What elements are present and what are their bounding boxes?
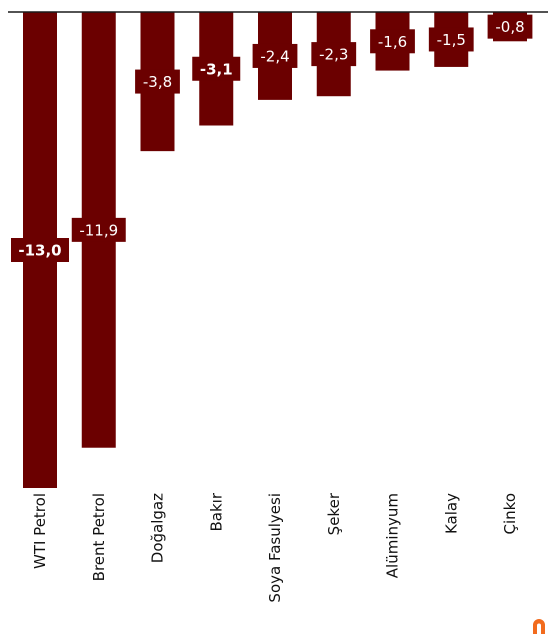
data-label-text-1: -11,9 [79,221,118,239]
data-label-text-5: -2,3 [319,46,348,64]
category-labels-group: WTI Petrol Brent Petrol Doğalgaz Bakır Soya … [31,492,519,602]
category-label-6: Alüminyum [384,493,402,578]
data-label-6: -1,6 [370,29,415,54]
data-label-bg-2 [135,69,180,94]
data-label-bg-7 [428,27,474,52]
data-label-bg-1 [71,217,126,242]
category-label-5: Şeker [325,492,343,535]
data-label-1: -11,9 [71,217,126,242]
data-label-0: -13,0 [11,238,69,262]
data-label-text-4: -2,4 [260,47,289,65]
data-label-bg-6 [370,29,415,54]
data-label-bg-5 [311,42,357,67]
data-label-text-3: -3,1 [200,60,233,78]
data-label-text-0: -13,0 [18,242,61,260]
data-label-bg-4 [252,43,298,68]
data-label-7: -1,5 [428,27,474,52]
category-label-2: Doğalgaz [149,493,167,563]
data-label-3: -3,1 [192,56,241,81]
data-label-text-2: -3,8 [143,73,172,91]
data-label-2: -3,8 [135,69,180,94]
category-label-1: Brent Petrol [90,493,108,581]
data-label-bg-0 [11,238,69,262]
data-label-4: -2,4 [252,43,298,68]
data-label-text-6: -1,6 [378,33,407,51]
category-label-0: WTI Petrol [31,493,49,569]
data-label-8: -0,8 [487,14,533,39]
data-label-text-8: -0,8 [495,18,524,36]
brand-logo-icon [533,619,545,634]
category-label-7: Kalay [442,493,460,534]
data-label-text-7: -1,5 [437,31,466,49]
category-label-3: Bakır [207,492,225,531]
bars-group [23,12,527,488]
data-labels-group: -13,0 -11,9 -3,8 -3,1 -2,4 -2,3 -1,6 -1,5 -0,8 [11,14,533,262]
data-label-bg-3 [192,56,241,81]
category-label-8: Çinko [501,493,519,534]
category-label-4: Soya Fasulyesi [266,493,284,603]
data-label-5: -2,3 [311,42,357,67]
data-label-bg-8 [487,14,533,39]
